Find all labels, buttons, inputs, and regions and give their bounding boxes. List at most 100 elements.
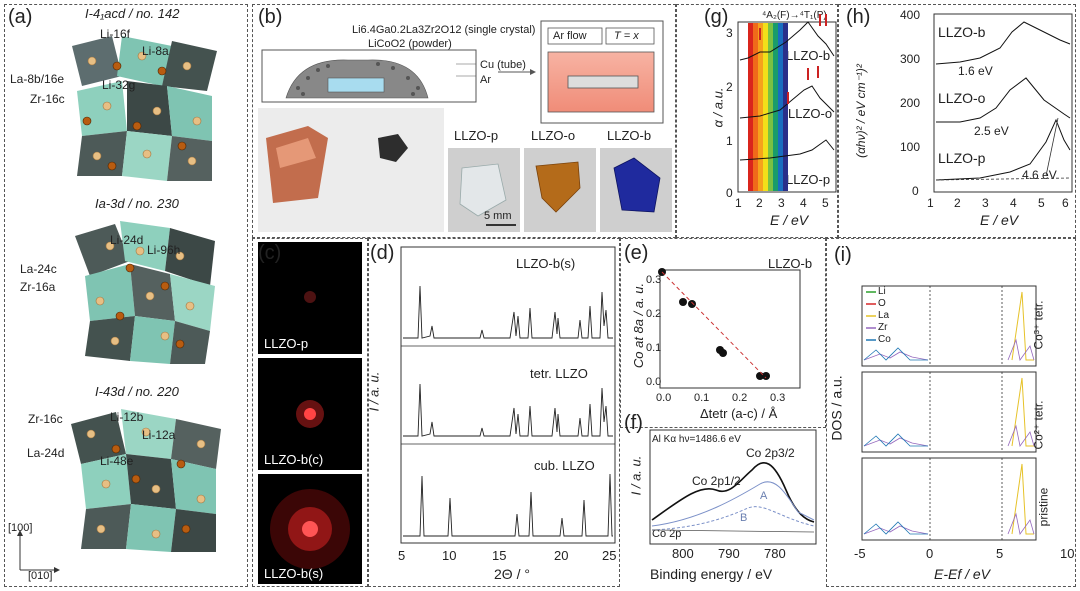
sample-llzo-o bbox=[524, 148, 596, 232]
dos-legend-label: Zr bbox=[878, 322, 888, 333]
panel-i-label: (i) bbox=[834, 244, 852, 266]
panel-e-label: (e) bbox=[624, 242, 649, 264]
panel-c-label: (c) bbox=[258, 242, 282, 264]
xps-xtick: 800 bbox=[672, 546, 694, 561]
panel-b-label: (b) bbox=[258, 6, 283, 28]
absorption-xtick: 5 bbox=[822, 196, 829, 210]
xrd-trace-3 bbox=[403, 473, 613, 537]
tauc-gap-label: 2.5 eV bbox=[974, 124, 1009, 138]
gas-label: Ar bbox=[480, 74, 491, 86]
panel-d-label: (d) bbox=[370, 242, 395, 264]
absorption-series-label: LLZO-b bbox=[786, 48, 831, 63]
furnace-temp-label: T = x bbox=[614, 30, 639, 42]
site-label: Li-96h bbox=[147, 243, 181, 257]
xps-peak-label: Co 2p1/2 bbox=[692, 474, 741, 488]
panel-f-label: (f) bbox=[624, 412, 643, 434]
xps-xtick: 780 bbox=[764, 546, 786, 561]
xps-component-b-curve bbox=[651, 506, 815, 531]
correlation-title: LLZO-b bbox=[768, 256, 813, 271]
panel-g bbox=[676, 4, 838, 238]
xps-component-a: A bbox=[760, 490, 768, 502]
xrd-series-label: cub. LLZO bbox=[534, 458, 595, 473]
scalebar-label: 5 mm bbox=[484, 210, 512, 222]
dos-legend-label: La bbox=[878, 310, 890, 321]
dos-row-label: Co²⁺ tetr. bbox=[1031, 400, 1046, 450]
xrd-xtick: 15 bbox=[492, 548, 507, 563]
tauc-gap-label: 1.6 eV bbox=[958, 64, 993, 78]
sample-label: LLZO-b bbox=[607, 128, 652, 143]
panel-e bbox=[620, 238, 826, 428]
dos-xtick: -5 bbox=[854, 546, 866, 561]
panel-d bbox=[368, 238, 620, 587]
xrd-series-label: tetr. LLZO bbox=[530, 366, 588, 381]
dos-xtick: 5 bbox=[996, 546, 1004, 561]
xps-ylabel: I / a. u. bbox=[628, 455, 644, 496]
structure-2-title: Ia-3d / no. 230 bbox=[95, 196, 179, 211]
crystal-axes bbox=[17, 530, 60, 573]
correlation-xtick: 0.0 bbox=[656, 392, 672, 404]
dos-xtick: 0 bbox=[926, 546, 934, 561]
tauc-ytick: 400 bbox=[900, 8, 921, 22]
correlation-ylabel: Co at 8a / a. u. bbox=[631, 282, 647, 369]
xrd-trace-2 bbox=[403, 383, 613, 437]
site-label: Li-16f bbox=[100, 27, 131, 41]
site-label: Zr-16c bbox=[28, 412, 63, 426]
structure-3-image bbox=[66, 404, 226, 554]
axis-label-100: [100] bbox=[8, 522, 33, 534]
correlation-xlabel: Δtetr (a-c) / Å bbox=[700, 406, 778, 421]
absorption-ytick: 0 bbox=[726, 186, 733, 200]
xrd-xtick: 5 bbox=[398, 548, 406, 563]
tauc-ylabel: (αhν)² / eV cm⁻¹)² bbox=[853, 64, 868, 158]
dos-xlabel: E-Ef / eV bbox=[934, 566, 991, 582]
xrd-plot bbox=[400, 246, 616, 544]
xps-source: Al Kα hν=1486.6 eV bbox=[652, 434, 741, 445]
tauc-xtick: 4 bbox=[1010, 196, 1017, 210]
absorption-ytick: 3 bbox=[726, 26, 733, 40]
correlation-ytick: 0.1 bbox=[646, 342, 662, 354]
correlation-ytick: 0.2 bbox=[646, 308, 662, 320]
correlation-ytick: 0.0 bbox=[646, 376, 662, 388]
tauc-xlabel: E / eV bbox=[980, 212, 1019, 228]
structure-3-title: I-43d / no. 220 bbox=[95, 384, 179, 399]
xrd-ylabel: I / a. u. bbox=[366, 371, 382, 412]
setup-schematic bbox=[261, 49, 477, 103]
laue-label: LLZO-b(c) bbox=[264, 452, 324, 467]
xps-xtick: 790 bbox=[718, 546, 740, 561]
panel-c bbox=[252, 238, 368, 587]
panel-g-label: (g) bbox=[704, 6, 729, 28]
xps-element: Co 2p bbox=[652, 528, 682, 540]
tauc-xtick: 6 bbox=[1062, 196, 1069, 210]
dos-row-label: Co³⁺ tetr. bbox=[1031, 300, 1046, 350]
arrow-icon bbox=[498, 69, 536, 75]
absorption-xtick: 3 bbox=[778, 196, 785, 210]
xps-peak-label: Co 2p3/2 bbox=[746, 446, 795, 460]
panel-a-label: (a) bbox=[8, 6, 33, 28]
sample-photo bbox=[258, 108, 444, 232]
structure-2-image bbox=[70, 216, 220, 366]
site-label: Zr-16c bbox=[30, 92, 65, 106]
tauc-series-label: LLZO-b bbox=[938, 24, 986, 40]
tauc-ytick: 200 bbox=[900, 96, 921, 110]
site-label: La-24c bbox=[20, 262, 57, 276]
dos-ylabel: DOS / a.u. bbox=[828, 375, 845, 441]
site-label: Li-8a bbox=[142, 44, 169, 58]
sample-llzo-p bbox=[448, 148, 520, 232]
sample-label: LLZO-p bbox=[454, 128, 499, 143]
tauc-ytick: 100 bbox=[900, 140, 921, 154]
tauc-xtick: 1 bbox=[927, 196, 934, 210]
tauc-series-label: LLZO-p bbox=[938, 150, 986, 166]
transition-label: ⁴A₂(F)→⁴T₁(P) bbox=[762, 10, 827, 21]
tube-label: Cu (tube) bbox=[480, 59, 526, 71]
absorption-xlabel: E / eV bbox=[770, 212, 809, 228]
tauc-ytick: 0 bbox=[912, 184, 919, 198]
site-label: Li-12b bbox=[110, 410, 144, 424]
tauc-gap-label: 4.6 eV bbox=[1022, 168, 1057, 182]
correlation-ytick: 0.3 bbox=[646, 274, 662, 286]
correlation-xtick: 0.1 bbox=[694, 392, 710, 404]
xrd-xtick: 10 bbox=[442, 548, 457, 563]
xrd-xtick: 25 bbox=[602, 548, 617, 563]
absorption-xtick: 4 bbox=[800, 196, 807, 210]
panel-h-label: (h) bbox=[846, 6, 871, 28]
site-label: Li-24d bbox=[110, 233, 144, 247]
site-label: La-8b/16e bbox=[10, 72, 65, 86]
